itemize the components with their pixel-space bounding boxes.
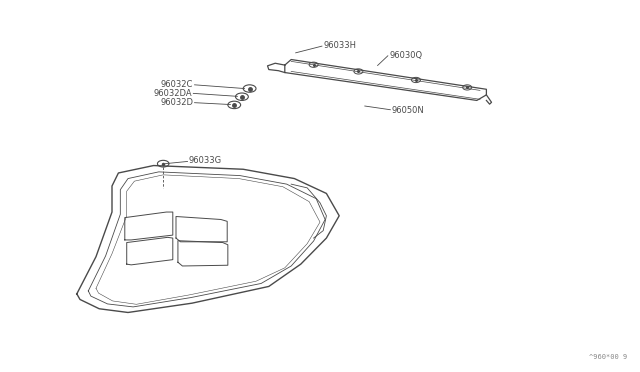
Text: ^960*00 9: ^960*00 9 (589, 354, 627, 360)
Text: 96050N: 96050N (392, 106, 424, 115)
Text: 96032D: 96032D (160, 98, 193, 107)
Text: 96033G: 96033G (189, 156, 222, 165)
Text: 96030Q: 96030Q (389, 51, 422, 60)
Text: 96033H: 96033H (323, 41, 356, 50)
Text: 96032DA: 96032DA (154, 89, 192, 98)
Text: 96032C: 96032C (161, 80, 193, 89)
